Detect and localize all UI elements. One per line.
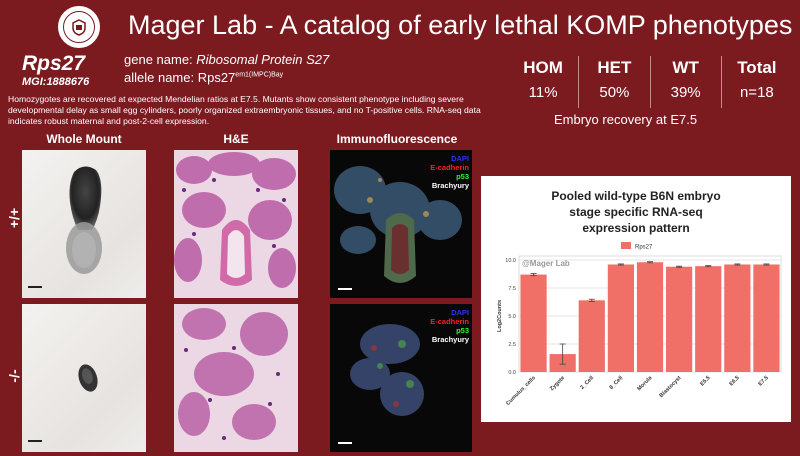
stat-head: HOM [523,58,563,77]
chart-legend: Rps27 [621,242,653,251]
chart-watermark: @Mager Lab [522,259,570,268]
recovery-stats-table: HOM 11% HET 50% WT 39% Total n=18 [508,56,792,108]
scale-bar [338,442,352,444]
scale-bar [28,440,42,442]
bar [607,264,634,372]
rna-seq-chart-card: Pooled wild-type B6N embryo stage specif… [481,176,791,422]
legend-brachyury: Brachyury [431,335,469,344]
stat-head: WT [672,58,699,77]
if-wildtype-image: DAPI E-cadherin p53 Brachyury [330,150,472,298]
col-head-immunofluorescence: Immunofluorescence [336,132,458,146]
rna-seq-bar-chart: Rps27 0.0 2.5 5.0 7.5 10.0 Log2Counts @Mager L… [497,242,782,407]
bar [724,264,751,372]
stat-head: Total [737,58,777,77]
stat-wt: WT 39% [651,56,722,108]
x-tick-label: E7.5 [758,375,770,387]
scale-bar [28,286,42,288]
bar [520,274,547,372]
bar [578,300,605,372]
legend-p53: p53 [456,172,469,181]
legend-brachyury: Brachyury [431,181,469,190]
whole-mount-mutant-image [22,304,146,452]
legend-swatch [621,242,631,249]
university-seal-icon [58,6,100,48]
x-tick-label: E6.5 [728,375,740,387]
stat-head: HET [597,58,632,77]
recovery-caption: Embryo recovery at E7.5 [554,112,698,127]
legend-label: Rps27 [635,245,653,251]
stat-value: n=18 [739,84,774,101]
gene-name-value: Ribosomal Protein S27 [196,52,330,67]
col-head-he: H&E [223,132,249,146]
phenotype-summary: Homozygotes are recovered at expected Me… [8,94,481,126]
if-mutant-image: DAPI E-cadherin p53 Brachyury [330,304,472,452]
legend-ecadherin: E-cadherin [430,317,469,326]
gene-name: gene name: Ribosomal Protein S27 [124,52,329,67]
y-tick-label: 7.5 [508,286,516,292]
x-tick-label: Morula [636,375,654,393]
y-tick-label: 0.0 [508,370,516,376]
x-tick-label: Cumulus_cells [505,375,537,407]
bar [666,266,693,372]
col-head-whole-mount: Whole Mount [46,132,122,146]
y-axis-label: Log2Counts [497,300,503,332]
if-legend: DAPI E-cadherin p53 Brachyury [430,154,469,190]
y-tick-label: 2.5 [508,342,516,348]
chart-title-line: Pooled wild-type B6N embryo [551,189,721,203]
y-tick-label: 5.0 [508,314,516,320]
gene-symbol: Rps27 [22,52,86,75]
bar [753,264,780,372]
y-tick-label: 10.0 [505,258,516,264]
x-tick-label: 8_Cell [609,375,625,391]
bar [636,262,664,372]
stat-hom: HOM 11% [508,56,580,108]
bar [695,266,722,372]
stat-total: Total n=18 [722,56,792,108]
allele-superscript: em1(IMPC)Bay [235,71,284,79]
he-mutant-image [174,304,298,452]
legend-ecadherin: E-cadherin [430,163,469,172]
chart-title-line: stage specific RNA-seq [569,205,703,219]
x-tick-label: Blastocyst [659,375,683,399]
page-title: Mager Lab - A catalog of early lethal KO… [128,10,793,40]
legend-p53: p53 [456,326,469,335]
allele-name: allele name: Rps27em1(IMPC)Bay [124,70,283,85]
stat-value: 39% [670,84,701,101]
if-legend: DAPI E-cadherin p53 Brachyury [430,308,469,344]
legend-dapi: DAPI [451,154,469,163]
row-label-wildtype: +/+ [6,207,22,229]
row-label-mutant: -/- [6,369,22,383]
whole-mount-wildtype-image [22,150,146,298]
legend-dapi: DAPI [451,308,469,317]
stat-value: 50% [599,84,630,101]
he-wildtype-image [174,150,298,298]
allele-name-label: allele name: Rps27 [124,70,236,85]
x-tick-label: E5.5 [699,375,711,387]
stat-value: 11% [528,84,558,101]
x-tick-label: 2_Cell [579,375,595,391]
x-tick-label: Zygote [549,375,566,392]
stat-het: HET 50% [579,56,651,108]
chart-title: Pooled wild-type B6N embryo stage specif… [481,188,791,236]
gene-name-label: gene name: [124,52,197,67]
chart-title-line: expression pattern [582,221,690,235]
scale-bar [338,288,352,290]
mgi-id: MGI:1888676 [22,76,90,88]
